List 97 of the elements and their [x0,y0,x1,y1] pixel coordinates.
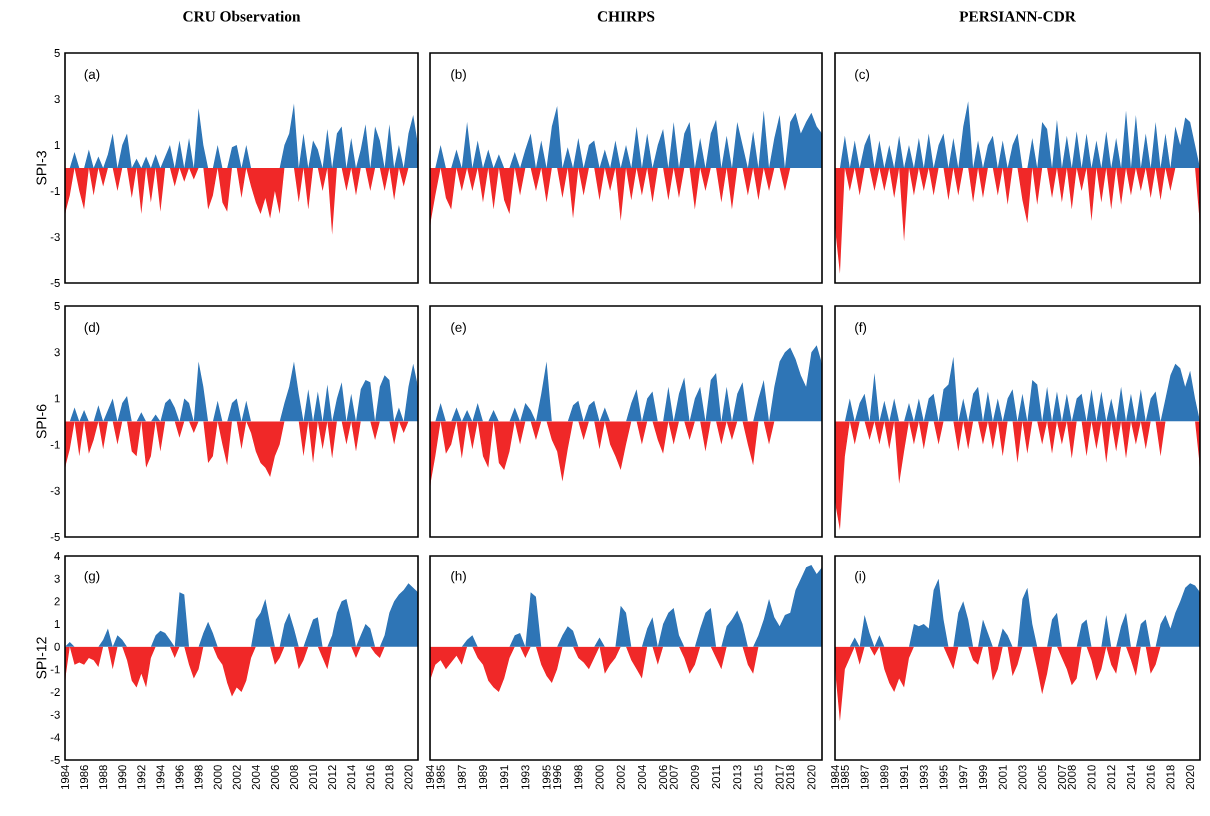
x-tick-label: 2014 [1126,765,1135,790]
y-tick-label: -5 [50,279,60,287]
y-tick-label: 5 [54,49,60,57]
x-tick-label: 1997 [959,765,968,790]
y-tick-label: 1 [54,141,60,149]
x-tick-label: 2015 [754,765,763,790]
annotation: (c) [855,69,870,82]
x-tick-label: 2012 [328,765,337,790]
x-tick-label: 2008 [289,765,298,790]
x-tick-label: 1987 [457,765,466,790]
x-tick-label: 1987 [860,765,869,790]
x-tick-label: 1992 [137,765,146,790]
x-tick-label: 1995 [542,765,551,790]
x-tick-label: 2016 [1146,765,1155,790]
y-tick-label: 1 [54,394,60,403]
x-tick-label: 1984 [831,765,840,790]
y-tick-label: -5 [50,533,60,541]
x-tick-label: 2010 [309,765,318,790]
x-tick-label: 2007 [669,765,678,790]
x-tick-label: 2020 [1186,765,1195,790]
x-tick-label: 2000 [595,765,604,790]
x-tick-label: 1995 [939,765,948,790]
y-axis-title: SPI-12 [36,637,47,679]
annotation: (d) [84,322,100,335]
y-tick-label: 4 [54,552,60,560]
chart-title: PERSIANN-CDR [959,11,1076,22]
x-tick-label: 1985 [840,765,849,790]
y-tick-label: -3 [50,232,60,241]
x-tick-label: 2004 [251,765,260,790]
x-tick-label: 2018 [385,765,394,790]
x-tick-label: 2013 [733,765,742,790]
y-axis-title: SPI-3 [36,151,47,185]
y-tick-label: 3 [54,94,60,103]
annotation: (a) [84,69,100,82]
chart-title: CRU Observation [183,10,301,22]
x-tick-label: 1986 [80,765,89,790]
x-tick-label: 1984 [61,765,70,790]
annotation: (g) [84,570,100,584]
x-tick-label: 1998 [194,765,203,790]
y-tick-label: 3 [54,348,60,357]
chart-title: CHIRPS [597,11,655,22]
y-tick-label: 2 [54,597,60,606]
y-tick-label: -5 [50,756,60,764]
x-tick-label: 1993 [521,765,530,790]
x-tick-label: 1993 [919,765,928,790]
x-tick-label: 2002 [616,765,625,790]
x-tick-label: 1984 [426,765,435,790]
x-tick-label: 2016 [366,765,375,790]
x-tick-label: 1996 [553,765,562,790]
x-tick-label: 1994 [156,765,165,790]
x-tick-label: 1985 [436,765,445,790]
annotation: (b) [451,69,466,82]
x-tick-label: 2010 [1087,765,1096,790]
x-tick-label: 1991 [900,765,909,790]
annotation: (i) [855,570,866,584]
x-tick-label: 2012 [1107,765,1116,790]
x-tick-label: 2020 [807,765,816,790]
x-tick-label: 1996 [175,765,184,790]
y-tick-label: -1 [50,665,60,674]
x-tick-label: 2001 [998,765,1007,790]
x-tick-label: 1989 [880,765,889,790]
y-tick-label: 5 [54,302,60,310]
x-tick-label: 2002 [232,765,241,790]
x-tick-label: 1991 [500,765,509,790]
x-tick-label: 2007 [1057,765,1066,790]
x-tick-label: 1989 [478,765,487,790]
x-tick-label: 2004 [637,765,646,790]
x-tick-label: 2014 [347,765,356,790]
x-tick-label: 2011 [712,765,721,789]
y-tick-label: -1 [50,440,60,449]
x-tick-label: 2017 [775,765,784,790]
x-tick-label: 2008 [1067,765,1076,790]
y-tick-label: -2 [50,688,60,696]
x-tick-label: 2018 [786,765,795,790]
y-tick-label: 1 [54,620,60,628]
x-tick-label: 1988 [99,765,108,790]
x-tick-label: 2006 [659,765,668,790]
annotation: (h) [451,570,466,584]
x-tick-label: 2005 [1038,765,1047,790]
y-axis-title: SPI-6 [36,404,47,439]
y-tick-label: -4 [50,733,60,742]
x-tick-label: 1998 [574,765,583,790]
x-tick-label: 2006 [270,765,279,790]
x-tick-label: 2003 [1018,765,1027,790]
y-tick-label: 3 [54,574,60,583]
x-tick-label: 2018 [1166,765,1175,790]
x-tick-label: 1990 [118,765,127,790]
x-tick-label: 2009 [690,765,699,790]
annotation: (e) [451,322,466,335]
y-tick-label: -3 [50,486,60,495]
x-tick-label: 1999 [978,765,987,790]
y-tick-label: -1 [50,187,60,195]
x-tick-label: 2000 [213,765,222,790]
y-tick-label: 0 [54,642,60,651]
y-tick-label: -3 [50,710,60,719]
annotation: (f) [855,322,867,335]
x-tick-label: 2020 [404,765,413,790]
